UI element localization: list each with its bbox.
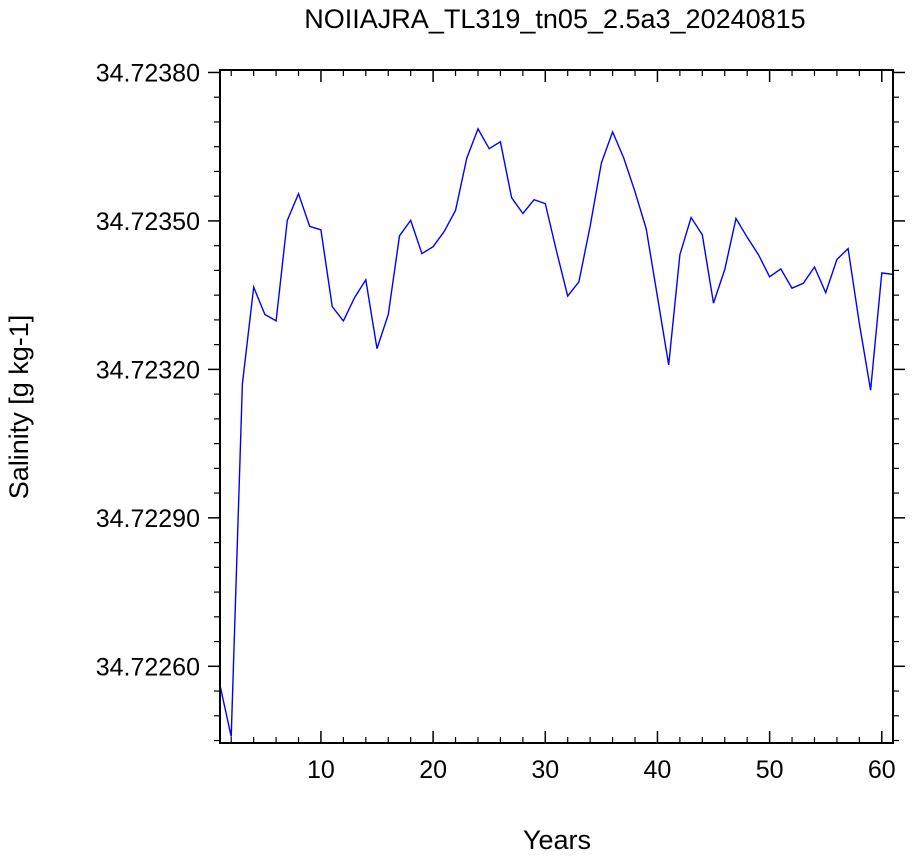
x-tick-label: 10: [307, 756, 335, 784]
chart-title: NOIIAJRA_TL319_tn05_2.5a3_20240815: [304, 4, 805, 34]
y-tick-label: 34.72320: [96, 356, 200, 384]
x-tick-label: 20: [419, 756, 447, 784]
x-tick-label: 60: [868, 756, 896, 784]
y-tick-label: 34.72290: [96, 505, 200, 533]
y-tick-label: 34.72260: [96, 653, 200, 681]
y-axis-label: Salinity [g kg-1]: [4, 315, 34, 500]
x-tick-label: 40: [644, 756, 672, 784]
data-series: [219, 127, 894, 737]
y-tick-label: 34.72380: [96, 59, 200, 87]
x-axis-label: Years: [523, 825, 591, 855]
axis-tick-labels: 10 20 30 40 50 60 34.72260 34.72290 34.72320 34.7…: [96, 59, 896, 784]
axis-ticks: [208, 70, 905, 743]
series-line: [219, 127, 894, 737]
x-tick-label: 50: [756, 756, 784, 784]
x-tick-label: 30: [531, 756, 559, 784]
y-tick-label: 34.72350: [96, 208, 200, 236]
plot-frame: [219, 69, 894, 744]
